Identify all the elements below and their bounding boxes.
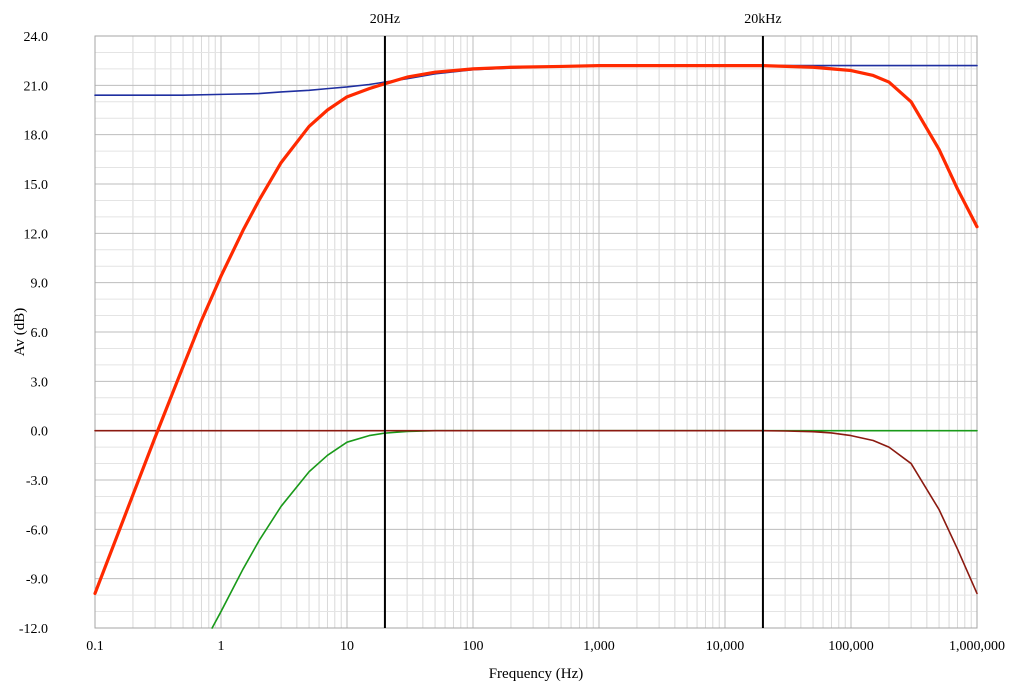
y-tick-label: 18.0 [24, 129, 49, 144]
x-tick-label: 10,000 [706, 639, 745, 654]
y-tick-label: 12.0 [24, 227, 49, 242]
x-tick-label: 100 [463, 639, 484, 654]
frequency-markers: 20Hz 20kHz [370, 12, 782, 628]
x-tick-label: 10 [340, 639, 354, 654]
y-tick-label: 21.0 [24, 79, 49, 94]
series-line-4 [94, 429, 978, 595]
x-tick-label: 0.1 [86, 639, 104, 654]
y-tick-label: 0.0 [31, 425, 49, 440]
x-tick-label: 1 [218, 639, 225, 654]
major-gridlines [94, 35, 978, 629]
y-tick-label: -3.0 [26, 474, 48, 489]
y-tick-label: 9.0 [31, 277, 49, 292]
y-tick-label: -6.0 [26, 523, 48, 538]
y-tick-label: -9.0 [26, 573, 48, 588]
series-line-1 [93, 63, 979, 596]
y-tick-label: 15.0 [24, 178, 49, 193]
y-tick-label: 3.0 [31, 375, 49, 390]
y-tick-label: 24.0 [24, 30, 49, 45]
y-axis-title: Av (dB) [12, 308, 28, 356]
x-axis-title: Frequency (Hz) [489, 666, 584, 682]
x-tick-label: 1,000,000 [949, 639, 1005, 654]
y-tick-label: 6.0 [31, 326, 49, 341]
plot-border [94, 35, 978, 629]
marker-label-2: 20kHz [744, 12, 781, 27]
x-tick-label: 1,000 [583, 639, 615, 654]
marker-label-1: 20Hz [370, 12, 400, 27]
y-tick-label: -12.0 [19, 622, 48, 637]
x-tick-label: 100,000 [828, 639, 874, 654]
tick-labels: 0.1 1 10 100 1,000 10,000 100,000 1,000,000 24.0… [19, 30, 1005, 654]
